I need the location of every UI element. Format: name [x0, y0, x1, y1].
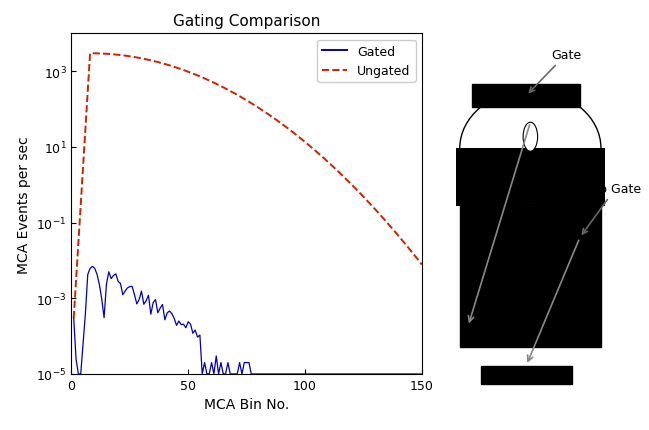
Bar [459, 149, 601, 347]
Title: Gating Comparison: Gating Comparison [173, 14, 321, 29]
Ungated [418, 262, 426, 267]
Gated [257, 372, 265, 377]
Gated [212, 353, 220, 359]
Gated [189, 331, 197, 336]
Ungated [210, 81, 218, 86]
Ungated [86, 52, 94, 57]
Gated [88, 264, 96, 269]
Bar [472, 85, 580, 108]
Ungated [187, 71, 195, 76]
Gated [271, 372, 278, 377]
Circle shape [523, 123, 537, 152]
Ungated [360, 195, 367, 200]
Gated [75, 372, 82, 377]
Ungated [254, 106, 262, 111]
Line: Ungated: Ungated [74, 54, 422, 318]
Y-axis label: MCA Events per sec: MCA Events per sec [17, 135, 31, 273]
Text: No Gate: No Gate [583, 182, 641, 234]
Legend: Gated, Ungated: Gated, Ungated [317, 41, 415, 83]
Gated [70, 316, 78, 321]
Ungated [269, 115, 276, 120]
Text: Gate: Gate [530, 49, 582, 93]
Bar [480, 366, 572, 384]
Gated [418, 372, 426, 377]
X-axis label: MCA Bin No.: MCA Bin No. [204, 397, 289, 412]
Line: Gated: Gated [74, 267, 422, 374]
Gated [362, 372, 370, 377]
Gated [315, 372, 323, 377]
Ungated [70, 316, 78, 321]
Ungated [313, 150, 321, 155]
Ellipse shape [459, 91, 601, 207]
Bar [456, 149, 605, 207]
